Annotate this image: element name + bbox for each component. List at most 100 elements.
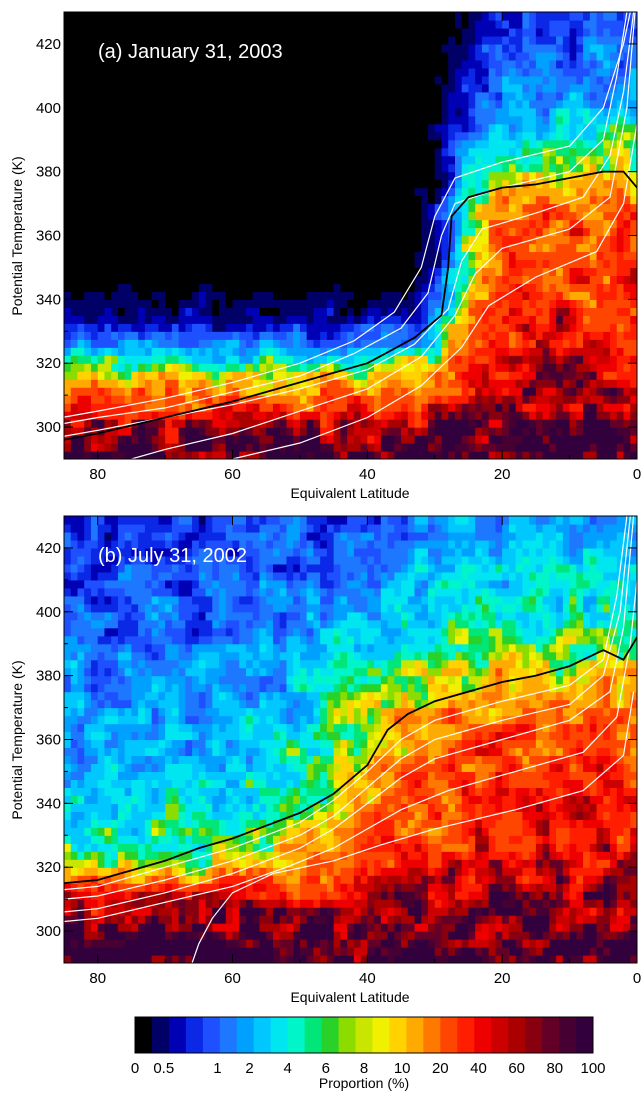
heatmap-cell xyxy=(563,68,570,77)
heatmap-cell xyxy=(340,180,347,189)
heatmap-cell xyxy=(637,180,644,189)
heatmap-cell xyxy=(71,435,78,444)
heatmap-cell xyxy=(495,355,502,364)
heatmap-cell xyxy=(428,28,435,37)
heatmap-cell xyxy=(259,299,266,308)
heatmap-cell xyxy=(489,84,496,93)
heatmap-cell xyxy=(354,283,361,292)
heatmap-cell xyxy=(522,259,529,268)
heatmap-cell xyxy=(340,52,347,61)
heatmap-cell xyxy=(125,251,132,260)
heatmap-cell xyxy=(266,220,273,229)
heatmap-cell xyxy=(206,116,213,125)
heatmap-cell xyxy=(199,76,206,85)
heatmap-cell xyxy=(428,132,435,141)
heatmap-cell xyxy=(482,148,489,157)
heatmap-cell xyxy=(320,92,327,101)
heatmap-cell xyxy=(428,68,435,77)
heatmap-cell xyxy=(448,403,455,412)
heatmap-cell xyxy=(597,379,604,388)
heatmap-cell xyxy=(71,564,78,573)
heatmap-cell xyxy=(563,387,570,396)
heatmap-cell xyxy=(64,803,71,812)
heatmap-cell xyxy=(603,355,610,364)
heatmap-cell xyxy=(307,299,314,308)
heatmap-cell xyxy=(226,180,233,189)
heatmap-cell xyxy=(354,355,361,364)
heatmap-cell xyxy=(334,68,341,77)
heatmap-cell xyxy=(442,20,449,29)
heatmap-cell xyxy=(71,267,78,276)
heatmap-cell xyxy=(421,108,428,117)
heatmap-cell xyxy=(64,44,71,53)
heatmap-cell xyxy=(233,443,240,452)
heatmap-cell xyxy=(516,68,523,77)
heatmap-cell xyxy=(104,291,111,300)
heatmap-cell xyxy=(347,52,354,61)
heatmap-cell xyxy=(71,283,78,292)
heatmap-cell xyxy=(570,331,577,340)
heatmap-cell xyxy=(388,243,395,252)
heatmap-cell xyxy=(293,116,300,125)
heatmap-cell xyxy=(421,220,428,229)
heatmap-cell xyxy=(495,427,502,436)
heatmap-cell xyxy=(84,387,91,396)
heatmap-cell xyxy=(381,196,388,205)
heatmap-cell xyxy=(226,188,233,197)
heatmap-cell xyxy=(138,172,145,181)
heatmap-cell xyxy=(529,411,536,420)
heatmap-cell xyxy=(226,92,233,101)
heatmap-cell xyxy=(165,259,172,268)
heatmap-cell xyxy=(428,419,435,428)
heatmap-cell xyxy=(111,28,118,37)
heatmap-cell xyxy=(442,387,449,396)
heatmap-cell xyxy=(152,172,159,181)
heatmap-cell xyxy=(185,379,192,388)
heatmap-cell xyxy=(388,275,395,284)
heatmap-cell xyxy=(71,36,78,45)
heatmap-cell xyxy=(509,52,516,61)
heatmap-cell xyxy=(131,307,138,316)
heatmap-cell xyxy=(84,60,91,69)
heatmap-cell xyxy=(401,84,408,93)
heatmap-cell xyxy=(253,283,260,292)
heatmap-cell xyxy=(320,331,327,340)
heatmap-cell xyxy=(590,196,597,205)
heatmap-cell xyxy=(509,371,516,380)
heatmap-cell xyxy=(603,323,610,332)
heatmap-cell xyxy=(286,68,293,77)
heatmap-cell xyxy=(165,92,172,101)
heatmap-cell xyxy=(219,275,226,284)
heatmap-cell xyxy=(313,204,320,213)
heatmap-cell xyxy=(111,267,118,276)
heatmap-cell xyxy=(233,108,240,117)
heatmap-cell xyxy=(327,443,334,452)
heatmap-cell xyxy=(71,915,78,924)
heatmap-cell xyxy=(212,315,219,324)
heatmap-cell xyxy=(64,923,71,932)
heatmap-cell xyxy=(630,36,637,45)
heatmap-cell xyxy=(313,236,320,245)
heatmap-cell xyxy=(495,275,502,284)
heatmap-cell xyxy=(199,371,206,380)
heatmap-cell xyxy=(165,172,172,181)
heatmap-cell xyxy=(630,251,637,260)
heatmap-cell xyxy=(617,236,624,245)
heatmap-cell xyxy=(603,419,610,428)
heatmap-cell xyxy=(172,212,179,221)
heatmap-cell xyxy=(259,283,266,292)
heatmap-cell xyxy=(536,140,543,149)
heatmap-cell xyxy=(98,228,105,237)
heatmap-cell xyxy=(91,140,98,149)
heatmap-cell xyxy=(401,100,408,109)
heatmap-cell xyxy=(71,931,78,940)
heatmap-cell xyxy=(475,84,482,93)
heatmap-cell xyxy=(111,236,118,245)
heatmap-cell xyxy=(199,84,206,93)
heatmap-cell xyxy=(118,212,125,221)
heatmap-cell xyxy=(455,84,462,93)
heatmap-cell xyxy=(347,435,354,444)
heatmap-cell xyxy=(233,84,240,93)
heatmap-cell xyxy=(509,236,516,245)
heatmap-cell xyxy=(118,156,125,165)
